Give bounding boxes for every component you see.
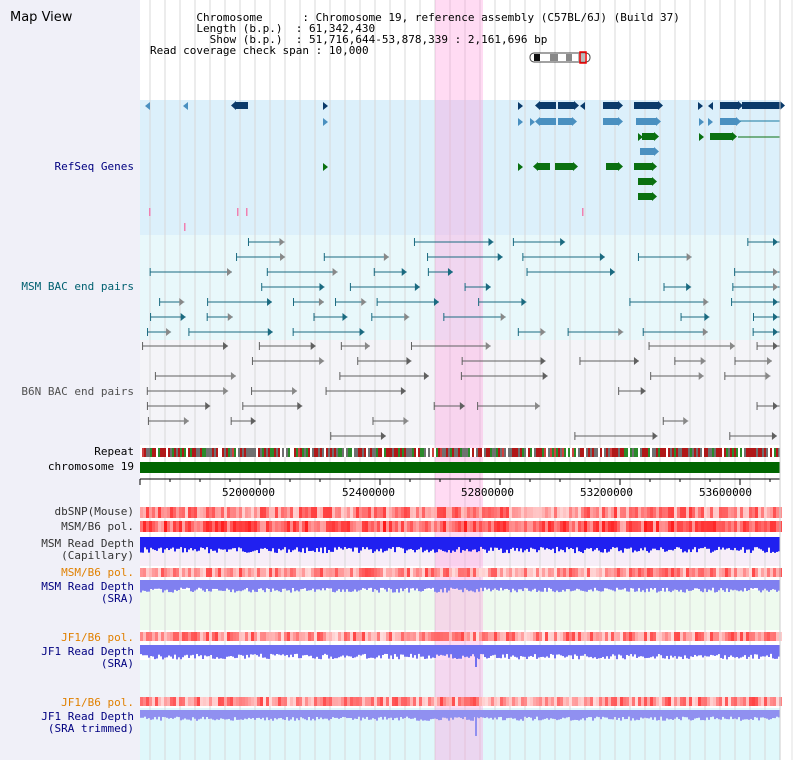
chromosome-ideogram[interactable] — [529, 51, 591, 64]
depth-tracks — [140, 537, 780, 736]
axis-tick-label: 52000000 — [222, 486, 275, 499]
axis-tick-label: 52400000 — [342, 486, 395, 499]
track-label-panel — [0, 0, 140, 760]
repeat-track — [140, 448, 780, 457]
label-msm-depth-sra: MSM Read Depth — [41, 580, 134, 593]
label-msm-b6-pol: MSM/B6 pol. — [61, 520, 134, 533]
label-dbsnp: dbSNP(Mouse) — [54, 505, 134, 518]
label-msm-b6-pol-2: MSM/B6 pol. — [61, 566, 134, 579]
axis-tick-label: 53200000 — [580, 486, 633, 499]
refseq-gene-features[interactable] — [145, 101, 785, 231]
label-jf1-depth-sra-sub: (SRA) — [100, 657, 134, 670]
label-chromosome: chromosome 19 — [47, 460, 134, 473]
info-length: Length (b.p.) : 61,342,430 — [196, 22, 376, 35]
info-show: Show (b.p.) : 51,716,644-53,878,339 : 2,… — [209, 33, 548, 46]
label-jf1-b6-pol-2: JF1/B6 pol. — [61, 696, 134, 709]
label-jf1-depth-trimmed: JF1 Read Depth — [41, 710, 134, 723]
locus-info: Chromosome : Chromosome 19, reference as… — [150, 12, 680, 56]
info-chromosome: Chromosome : Chromosome 19, reference as… — [196, 11, 680, 24]
b6n-bac-track-bg — [140, 340, 780, 445]
label-b6n-bac[interactable]: B6N BAC end pairs — [21, 385, 134, 398]
jf1-sra-bg — [140, 660, 780, 700]
label-repeat: Repeat — [94, 445, 134, 458]
label-refseq-genes[interactable]: RefSeq Genes — [54, 160, 134, 173]
msm-bac-features[interactable] — [147, 238, 780, 336]
axis-tick-label: 53600000 — [699, 486, 752, 499]
label-msm-depth-capillary-sub: (Capillary) — [61, 549, 134, 562]
label-msm-depth-capillary: MSM Read Depth — [41, 537, 134, 550]
heat-strips — [140, 507, 782, 706]
label-jf1-depth-trimmed-sub: (SRA trimmed) — [47, 722, 134, 735]
coordinate-axis — [139, 478, 780, 485]
axis-tick-label: 52800000 — [461, 486, 514, 499]
chromosome-bar — [140, 462, 780, 473]
b6n-bac-features[interactable] — [142, 342, 780, 440]
label-msm-bac[interactable]: MSM BAC end pairs — [21, 280, 134, 293]
page-title: Map View — [10, 10, 73, 25]
msm-sra-bg — [140, 590, 780, 630]
label-jf1-depth-sra: JF1 Read Depth — [41, 645, 134, 658]
label-jf1-b6-pol: JF1/B6 pol. — [61, 631, 134, 644]
label-msm-depth-sra-sub: (SRA) — [100, 592, 134, 605]
info-span: Read coverage check span : 10,000 — [150, 44, 369, 57]
